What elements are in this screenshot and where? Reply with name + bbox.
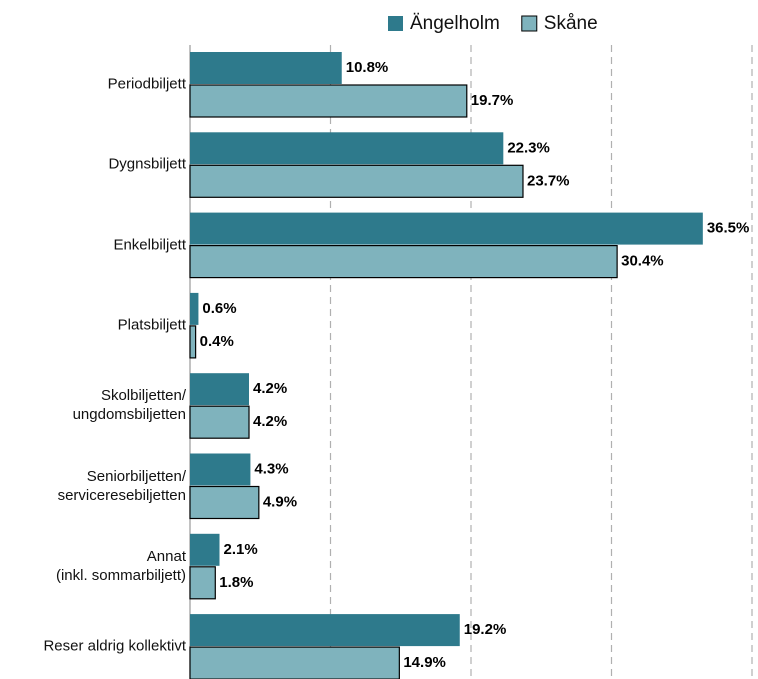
data-label: 1.8% (219, 574, 253, 591)
bar (189, 325, 197, 359)
data-label: 19.7% (471, 92, 514, 109)
data-label: 4.9% (263, 493, 297, 510)
bar (189, 164, 524, 198)
bar (190, 614, 460, 647)
data-label: 22.3% (507, 139, 550, 156)
data-label: 14.9% (403, 654, 446, 671)
data-label: 36.5% (707, 220, 750, 237)
y-tick-label: Reser aldrig kollektivt (43, 637, 186, 655)
data-label: 2.1% (224, 541, 258, 558)
data-label: 23.7% (527, 172, 570, 189)
y-tick-label: Periodbiljett (107, 75, 186, 93)
legend-label: Skåne (544, 13, 598, 34)
bar (189, 566, 216, 600)
legend-swatch (388, 16, 403, 31)
y-tick-label: Enkelbiljett (113, 236, 186, 254)
y-tick-label: Annat (inkl. sommarbiljett) (55, 547, 186, 584)
bar (190, 292, 199, 325)
data-label: 19.2% (464, 621, 507, 638)
data-label: 30.4% (621, 253, 664, 270)
bar (190, 533, 220, 566)
y-tick-label: Seniorbiljetten/ serviceresebiljetten (57, 467, 186, 504)
data-label: 4.2% (253, 380, 287, 397)
bar (190, 132, 504, 165)
bar (190, 453, 251, 486)
bar (190, 52, 342, 84)
bar (189, 646, 400, 679)
bar (190, 373, 250, 406)
bar (189, 485, 260, 520)
y-tick-label: Skolbiljetten/ ungdomsbiljetten (72, 387, 186, 424)
data-label: 4.3% (254, 460, 288, 477)
data-label: 10.8% (346, 59, 389, 76)
legend-swatch (521, 15, 538, 32)
bar (190, 212, 703, 245)
data-label: 4.2% (253, 413, 287, 430)
data-label: 0.4% (200, 333, 234, 350)
bar (189, 84, 468, 118)
y-tick-label: Dygnsbiljett (108, 155, 186, 173)
bar (189, 245, 618, 279)
bar (189, 405, 250, 439)
data-label: 0.6% (202, 300, 236, 317)
legend-label: Ängelholm (410, 13, 500, 34)
y-tick-label: Platsbiljett (117, 316, 186, 334)
